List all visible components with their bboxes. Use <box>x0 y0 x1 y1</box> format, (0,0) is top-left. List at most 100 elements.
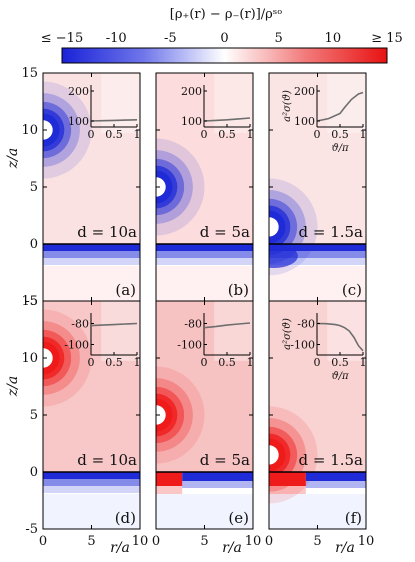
distance-label: d = 5a <box>200 451 250 469</box>
inset-y-tick-label: 200 <box>68 85 89 98</box>
field-shade <box>101 73 140 133</box>
inset-curve <box>90 322 138 327</box>
colorbar-title: [ρ₊(r) − ρ₋(r)]/ρˢᵒ <box>170 7 282 22</box>
wall-layer-positive <box>269 472 306 486</box>
distance-label: d = 5a <box>200 223 250 241</box>
inset-y-tick-label: 100 <box>68 115 89 128</box>
sphere <box>43 120 53 140</box>
y-tick-label: 0 <box>30 237 38 252</box>
y-tick-label: 0 <box>30 465 38 480</box>
inset-x-tick-label: 0 <box>88 356 95 369</box>
colorbar-tick-label: 0 <box>220 31 228 46</box>
y-tick-label: 5 <box>30 408 38 423</box>
inset-x-label: ϑ/π <box>331 143 349 154</box>
sphere <box>269 217 279 237</box>
field-shade <box>327 301 366 361</box>
inset-y-tick-label: -80 <box>71 318 89 331</box>
x-tick-label: 5 <box>87 534 95 549</box>
panel-e: 0 5 10 d = 5a (e) -80 -100 0 0.5 1 <box>152 300 262 549</box>
inset-x-tick-label: 1 <box>247 128 254 141</box>
inset-x-tick-label: 0 <box>314 356 321 369</box>
inset-x-tick-label: 1 <box>134 128 141 141</box>
field-shade <box>214 73 253 133</box>
inset-x-tick-label: 0 <box>314 128 321 141</box>
x-tick-label: 10 <box>245 534 262 549</box>
wall-layer-fade <box>269 486 306 494</box>
inset-e: -80 -100 0 0.5 1 <box>177 313 254 369</box>
inset-y-label: a²σ(ϑ) <box>282 318 293 350</box>
wall-tint <box>269 266 366 301</box>
inset-y-tick-label: 200 <box>181 85 202 98</box>
inset-x-tick-label: 1 <box>134 356 141 369</box>
wall-layer-fade <box>43 479 140 486</box>
distance-label: d = 10a <box>77 223 137 241</box>
x-tick-label: 0 <box>152 534 160 549</box>
inset-d: -80 -100 0 0.5 1 <box>64 313 141 369</box>
sphere <box>43 348 53 368</box>
inset-y-tick-label: 200 <box>294 85 315 98</box>
wall-bulge <box>269 244 298 268</box>
inset-y-tick-label: 100 <box>181 115 202 128</box>
inset-x-tick-label: 0 <box>88 128 95 141</box>
wall-layer-fade <box>269 251 366 258</box>
inset-curve <box>316 322 364 352</box>
y-tick-label: -5 <box>25 294 38 309</box>
x-tick-label: 0 <box>265 534 273 549</box>
wall-layer-fade <box>43 486 140 493</box>
panel-label: (b) <box>228 281 249 299</box>
y-tick-label: 10 <box>21 123 38 138</box>
distance-label: d = 1.5a <box>298 223 363 241</box>
wall-layer-fade <box>43 251 140 258</box>
inset-x-tick-label: 0.5 <box>331 128 349 141</box>
inset-x-tick-label: 0.5 <box>105 356 123 369</box>
inset-x-tick-label: 1 <box>360 128 367 141</box>
y-axis-label-top: z/a <box>5 148 21 169</box>
wall-layer-fade <box>156 258 253 265</box>
sphere-halo <box>156 366 205 464</box>
y-tick-label: 15 <box>21 66 38 81</box>
inset-y-tick-label: -100 <box>177 339 202 352</box>
x-axis-label-3: r/a <box>335 540 355 556</box>
x-tick-label: 5 <box>313 534 321 549</box>
inset-y-tick-label: 100 <box>294 115 315 128</box>
wall-layer-fade <box>43 258 140 265</box>
panel-label: (c) <box>342 281 362 299</box>
field-shade <box>101 301 140 361</box>
density-field <box>43 301 140 529</box>
wall-layer-fade <box>156 251 253 258</box>
x-tick-label: 0 <box>39 534 47 549</box>
x-tick-label: 10 <box>132 534 149 549</box>
inset-y-tick-label: -80 <box>184 318 202 331</box>
wall-tint <box>43 266 140 301</box>
y-axis-label-bottom: z/a <box>5 376 21 397</box>
density-field <box>156 301 253 529</box>
y-tick-label: -5 <box>25 522 38 537</box>
inset-y-tick-label: -100 <box>290 339 315 352</box>
colorbar-ticks: ≤ −15 -10 -5 0 5 10 ≥ 15 <box>41 31 403 46</box>
sphere-halo <box>43 81 92 179</box>
sphere <box>156 177 166 197</box>
wall-layer-negative <box>182 472 253 481</box>
wall-tint <box>269 494 366 529</box>
y-tick-label: 15 <box>21 294 38 309</box>
sphere-halo <box>43 309 92 407</box>
field-shade <box>214 301 253 361</box>
wall-layer <box>43 472 140 479</box>
sphere-halo <box>156 138 205 236</box>
inset-x-tick-label: 1 <box>360 356 367 369</box>
inset-x-label: ϑ/π <box>331 371 349 382</box>
inset-y-label: a²σ(ϑ) <box>282 90 293 122</box>
inset-y-tick-label: -80 <box>297 318 315 331</box>
density-field <box>43 73 140 301</box>
panel-label: (d) <box>115 509 136 527</box>
wall-tint <box>156 494 253 529</box>
colorbar: [ρ₊(r) − ρ₋(r)]/ρˢᵒ ≤ −15 -10 -5 0 5 10 ≥ 15 <box>41 7 403 64</box>
colorbar-tick-label: 5 <box>275 31 283 46</box>
